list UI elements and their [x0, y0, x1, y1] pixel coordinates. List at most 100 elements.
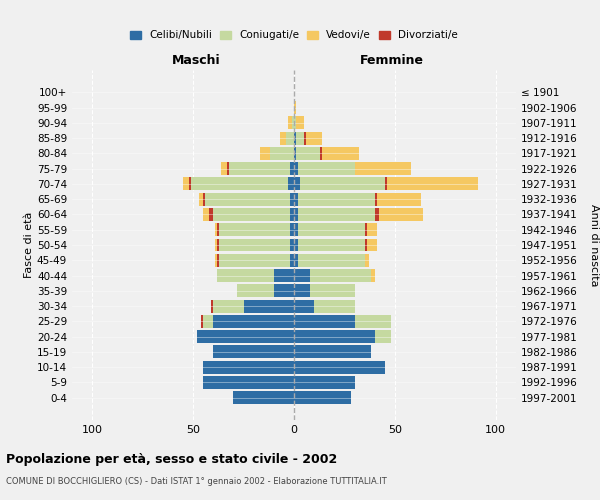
Bar: [379, 208, 423, 221]
Bar: [298, 254, 365, 266]
Bar: [260, 147, 270, 160]
Bar: [294, 224, 298, 236]
Bar: [203, 376, 294, 389]
Y-axis label: Fasce di età: Fasce di età: [24, 212, 34, 278]
Bar: [189, 178, 191, 190]
Text: Femmine: Femmine: [359, 54, 424, 66]
Bar: [294, 330, 375, 343]
Bar: [220, 254, 290, 266]
Bar: [213, 315, 294, 328]
Bar: [197, 330, 294, 343]
Bar: [294, 300, 314, 312]
Bar: [294, 391, 350, 404]
Text: Popolazione per età, sesso e stato civile - 2002: Popolazione per età, sesso e stato civil…: [6, 452, 337, 466]
Bar: [213, 346, 294, 358]
Bar: [203, 208, 209, 221]
Bar: [294, 376, 355, 389]
Bar: [288, 178, 294, 190]
Bar: [375, 208, 379, 221]
Bar: [367, 224, 377, 236]
Bar: [294, 192, 298, 205]
Bar: [375, 192, 377, 205]
Bar: [221, 162, 227, 175]
Bar: [274, 284, 294, 298]
Bar: [377, 192, 421, 205]
Bar: [294, 162, 298, 175]
Bar: [191, 178, 288, 190]
Bar: [310, 269, 371, 282]
Bar: [298, 208, 375, 221]
Bar: [310, 284, 355, 298]
Bar: [298, 238, 365, 252]
Bar: [294, 116, 296, 130]
Bar: [387, 178, 478, 190]
Bar: [220, 224, 290, 236]
Bar: [205, 192, 290, 205]
Bar: [217, 269, 274, 282]
Bar: [217, 254, 220, 266]
Bar: [274, 269, 294, 282]
Bar: [211, 300, 213, 312]
Bar: [294, 132, 296, 144]
Bar: [215, 224, 217, 236]
Bar: [294, 346, 371, 358]
Bar: [203, 192, 205, 205]
Bar: [290, 224, 294, 236]
Bar: [238, 284, 274, 298]
Bar: [385, 178, 387, 190]
Bar: [203, 315, 213, 328]
Y-axis label: Anni di nascita: Anni di nascita: [589, 204, 599, 286]
Bar: [215, 238, 217, 252]
Bar: [296, 132, 304, 144]
Bar: [288, 116, 292, 130]
Bar: [296, 116, 304, 130]
Bar: [296, 147, 320, 160]
Bar: [298, 224, 365, 236]
Bar: [227, 162, 229, 175]
Bar: [294, 208, 298, 221]
Bar: [270, 147, 294, 160]
Bar: [217, 238, 220, 252]
Bar: [199, 192, 203, 205]
Bar: [213, 300, 244, 312]
Bar: [294, 360, 385, 374]
Bar: [217, 224, 220, 236]
Bar: [298, 162, 355, 175]
Bar: [371, 269, 375, 282]
Bar: [286, 132, 294, 144]
Text: COMUNE DI BOCCHIGLIERO (CS) - Dati ISTAT 1° gennaio 2002 - Elaborazione TUTTITAL: COMUNE DI BOCCHIGLIERO (CS) - Dati ISTAT…: [6, 478, 387, 486]
Bar: [365, 238, 367, 252]
Bar: [244, 300, 294, 312]
Bar: [201, 315, 203, 328]
Text: Maschi: Maschi: [172, 54, 221, 66]
Bar: [290, 192, 294, 205]
Bar: [229, 162, 290, 175]
Bar: [365, 254, 368, 266]
Bar: [290, 162, 294, 175]
Bar: [300, 178, 385, 190]
Bar: [367, 238, 377, 252]
Bar: [355, 315, 391, 328]
Bar: [355, 162, 411, 175]
Bar: [215, 254, 217, 266]
Bar: [298, 192, 375, 205]
Bar: [290, 254, 294, 266]
Bar: [290, 208, 294, 221]
Bar: [292, 116, 294, 130]
Bar: [290, 238, 294, 252]
Bar: [314, 300, 355, 312]
Bar: [213, 208, 290, 221]
Bar: [365, 224, 367, 236]
Bar: [233, 391, 294, 404]
Bar: [294, 269, 310, 282]
Bar: [203, 360, 294, 374]
Bar: [183, 178, 189, 190]
Bar: [294, 284, 310, 298]
Bar: [280, 132, 286, 144]
Bar: [209, 208, 213, 221]
Bar: [294, 315, 355, 328]
Bar: [294, 254, 298, 266]
Legend: Celibi/Nubili, Coniugati/e, Vedovi/e, Divorziati/e: Celibi/Nubili, Coniugati/e, Vedovi/e, Di…: [126, 26, 462, 44]
Bar: [322, 147, 359, 160]
Bar: [294, 147, 296, 160]
